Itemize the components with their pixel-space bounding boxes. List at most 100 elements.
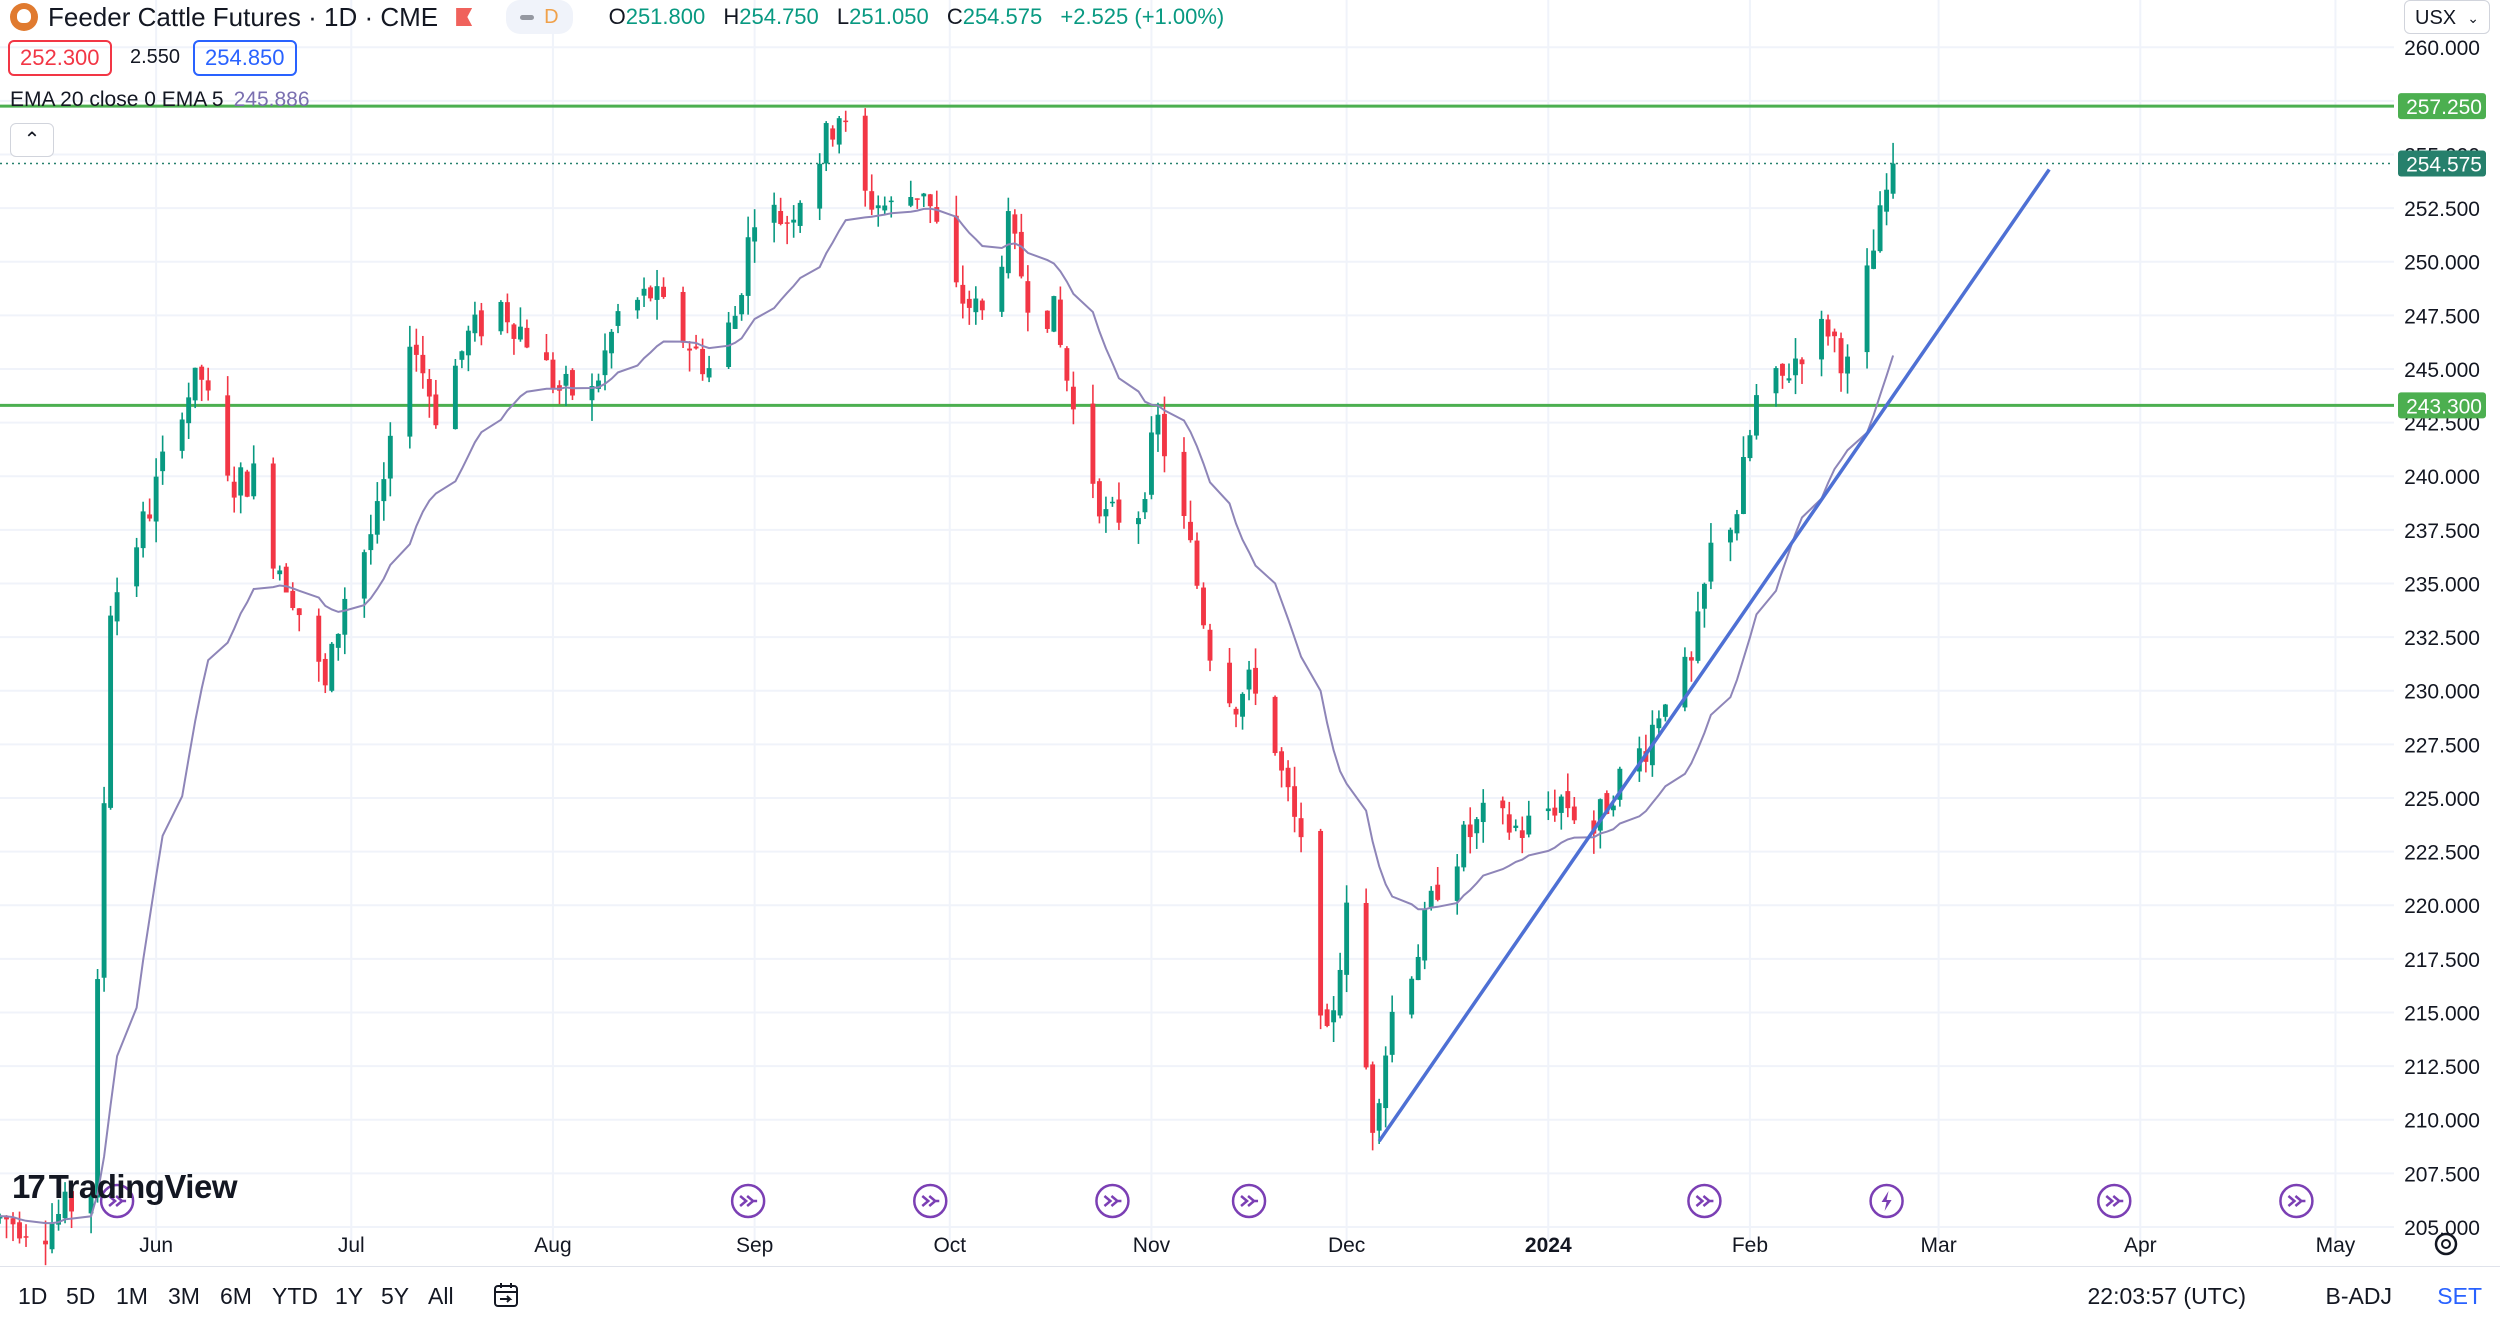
candle-body: [1480, 802, 1486, 823]
candle-body: [387, 435, 393, 479]
y-tick-label: 205.000: [2404, 1217, 2480, 1240]
sell-button[interactable]: 252.300: [8, 40, 112, 76]
candle: [1201, 582, 1206, 629]
candle-body: [914, 198, 920, 200]
candle-body: [778, 211, 784, 224]
date-range-icon[interactable]: [492, 1280, 522, 1310]
candle-body: [413, 344, 419, 355]
x-tick-label: Nov: [1133, 1234, 1171, 1257]
candle-body: [1688, 657, 1694, 661]
timeframe-button-ytd[interactable]: YTD: [272, 1283, 318, 1309]
timeframe-button-5y[interactable]: 5Y: [381, 1283, 410, 1309]
candle: [329, 642, 335, 693]
candle: [1454, 854, 1460, 915]
candle: [641, 277, 647, 307]
candle-body: [1233, 708, 1239, 715]
utc-clock[interactable]: 22:03:57 (UTC): [2087, 1283, 2246, 1309]
candle: [1318, 828, 1324, 1030]
candle-body: [1363, 902, 1369, 1068]
chart-grid: [0, 0, 2394, 1242]
candle: [687, 341, 693, 372]
status-dash-icon: [520, 14, 535, 20]
candle-body: [1474, 819, 1480, 834]
chart-settings-icon[interactable]: [2434, 1232, 2458, 1256]
candle-body: [290, 590, 296, 609]
rollover-event-icon[interactable]: [2279, 1183, 2314, 1219]
candle-body: [1695, 611, 1701, 661]
adjust-toggle[interactable]: B-ADJ: [2325, 1283, 2392, 1309]
dividend-event-icon[interactable]: [1869, 1183, 1904, 1219]
candle: [1864, 248, 1870, 369]
candle-body: [875, 205, 881, 209]
buy-button[interactable]: 254.850: [193, 40, 297, 76]
rollover-event-icon[interactable]: [913, 1183, 948, 1219]
candle-body: [888, 200, 894, 203]
candle: [1096, 478, 1102, 524]
candle: [472, 301, 478, 342]
timeframe-button-1y[interactable]: 1Y: [335, 1283, 364, 1309]
candle-body: [1409, 978, 1415, 1015]
y-tick-label: 207.500: [2404, 1163, 2480, 1186]
timeframe-button-6m[interactable]: 6M: [220, 1283, 252, 1309]
candle-body: [1506, 814, 1512, 833]
collapse-legend-button[interactable]: ⌃: [10, 123, 54, 157]
candle-body: [596, 380, 601, 389]
candle-body: [1389, 1011, 1395, 1055]
candle-body: [1279, 751, 1285, 771]
candle: [830, 125, 836, 147]
rollover-event-icon[interactable]: [1231, 1183, 1267, 1219]
settlement-toggle[interactable]: SET: [2437, 1283, 2482, 1309]
candle-body: [1571, 806, 1577, 821]
candle-body: [1370, 1064, 1376, 1133]
candle: [1253, 648, 1258, 706]
candle: [1526, 800, 1532, 838]
horizontal-levels: [0, 104, 2394, 407]
rollover-event-icon[interactable]: [99, 1183, 135, 1219]
candle: [62, 1182, 68, 1224]
candle-body: [1272, 696, 1278, 754]
candle-body: [296, 608, 302, 616]
candle-body: [1057, 299, 1063, 345]
candle: [843, 110, 849, 132]
rollover-event-icon[interactable]: [1095, 1183, 1130, 1219]
candle: [1285, 760, 1291, 802]
y-tick-label: 247.500: [2404, 305, 2480, 328]
candle: [1890, 142, 1896, 199]
rollover-event-icon[interactable]: [2097, 1183, 2132, 1219]
candle-body: [745, 237, 751, 296]
candle-body: [862, 115, 868, 191]
symbol-title[interactable]: Feeder Cattle Futures · 1D · CME: [48, 2, 439, 32]
candle-body: [459, 351, 465, 360]
rollover-event-icon[interactable]: [730, 1183, 766, 1219]
candle-body: [1786, 378, 1792, 381]
timeframe-button-1m[interactable]: 1M: [116, 1283, 148, 1309]
candle: [1233, 706, 1239, 728]
timeframe-button-1d[interactable]: 1D: [18, 1283, 48, 1309]
candle-body: [1467, 824, 1473, 838]
candle: [1044, 310, 1050, 333]
candle: [1344, 885, 1350, 993]
chevron-down-icon: ⌄: [2467, 10, 2479, 26]
candle-body: [205, 380, 211, 391]
timeframe-button-all[interactable]: All: [428, 1283, 454, 1309]
candle-body: [225, 395, 231, 476]
y-tick-label: 215.000: [2404, 1002, 2480, 1025]
y-tick-label: 240.000: [2404, 466, 2480, 489]
rollover-event-icon[interactable]: [1687, 1183, 1722, 1219]
candle-body: [960, 284, 966, 304]
candle-body: [927, 194, 933, 207]
indicator-legend[interactable]: EMA 20 close 0 EMA 5 245.886: [10, 88, 310, 112]
flag-icon[interactable]: [456, 8, 473, 26]
timeframe-button-5d[interactable]: 5D: [66, 1283, 96, 1309]
candle-body: [101, 803, 107, 978]
candle-body: [953, 215, 959, 283]
candle: [1734, 509, 1740, 541]
market-status-pill[interactable]: D: [506, 0, 573, 34]
candle-body: [1376, 1103, 1382, 1131]
candle-body: [1116, 499, 1122, 523]
candle: [205, 367, 211, 401]
timeframe-button-3m[interactable]: 3M: [168, 1283, 200, 1309]
high-label: H: [723, 4, 740, 29]
currency-select[interactable]: USX ⌄: [2404, 0, 2490, 34]
